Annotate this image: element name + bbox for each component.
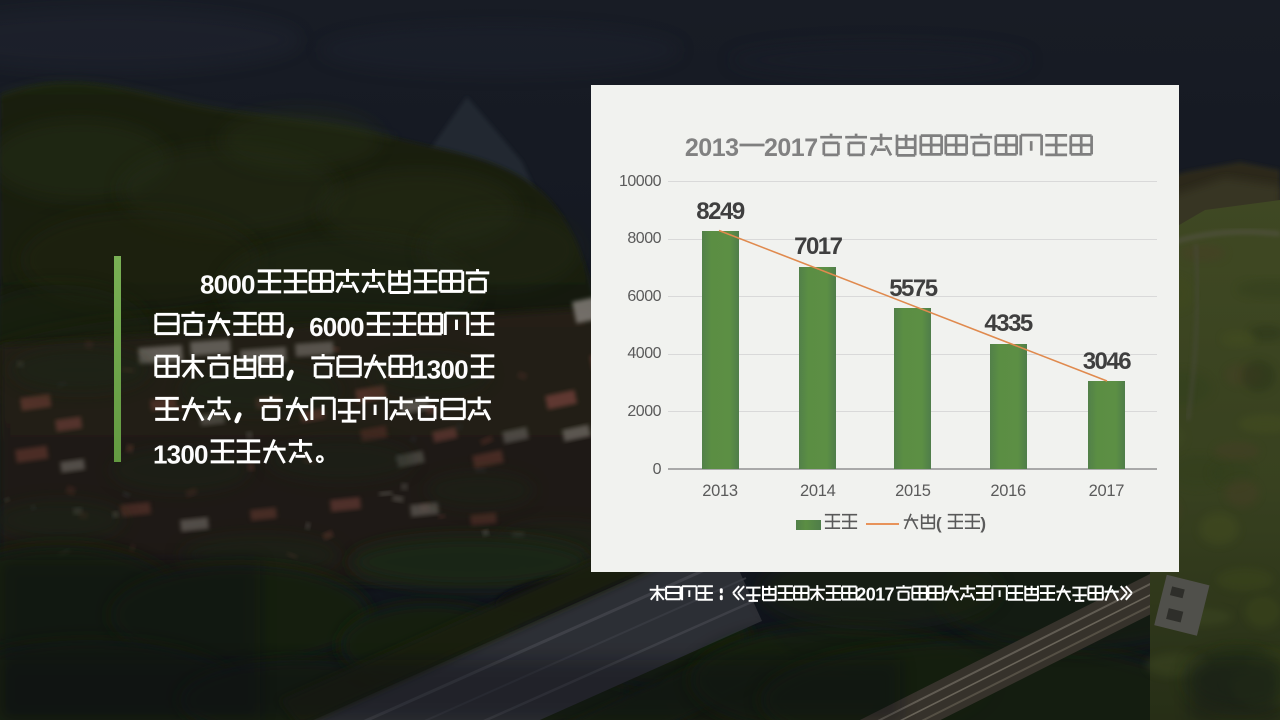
svg-text:2017: 2017 bbox=[764, 134, 818, 162]
svg-text:1300: 1300 bbox=[153, 439, 208, 469]
svg-text:1300: 1300 bbox=[413, 354, 468, 384]
svg-text:6000: 6000 bbox=[309, 312, 364, 342]
svg-text:2013: 2013 bbox=[685, 134, 739, 162]
svg-text:2017: 2017 bbox=[856, 585, 894, 605]
svg-text:8000: 8000 bbox=[200, 269, 255, 299]
svg-text:(: ( bbox=[936, 514, 942, 533]
svg-text:): ) bbox=[980, 514, 986, 533]
